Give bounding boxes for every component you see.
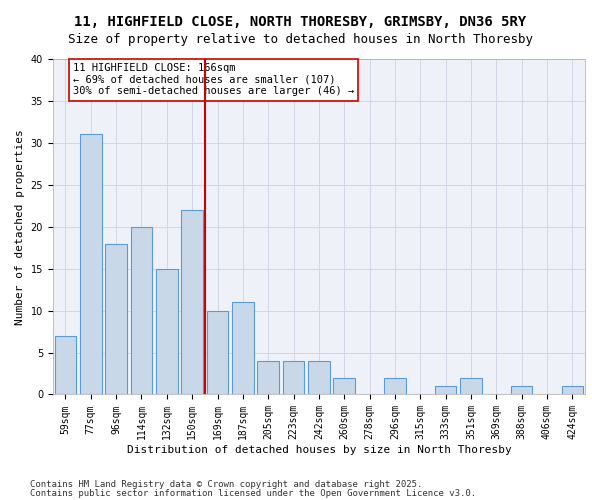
Bar bbox=[106, 244, 127, 394]
Text: Size of property relative to detached houses in North Thoresby: Size of property relative to detached ho… bbox=[67, 32, 533, 46]
X-axis label: Distribution of detached houses by size in North Thoresby: Distribution of detached houses by size … bbox=[127, 445, 511, 455]
Bar bbox=[511, 386, 532, 394]
Bar bbox=[181, 210, 203, 394]
Bar bbox=[435, 386, 457, 394]
Bar bbox=[308, 361, 329, 394]
Bar bbox=[257, 361, 279, 394]
Y-axis label: Number of detached properties: Number of detached properties bbox=[15, 129, 25, 324]
Text: Contains HM Land Registry data © Crown copyright and database right 2025.: Contains HM Land Registry data © Crown c… bbox=[30, 480, 422, 489]
Bar bbox=[283, 361, 304, 394]
Bar bbox=[384, 378, 406, 394]
Bar bbox=[131, 226, 152, 394]
Text: 11, HIGHFIELD CLOSE, NORTH THORESBY, GRIMSBY, DN36 5RY: 11, HIGHFIELD CLOSE, NORTH THORESBY, GRI… bbox=[74, 15, 526, 29]
Bar bbox=[55, 336, 76, 394]
Bar bbox=[80, 134, 101, 394]
Text: 11 HIGHFIELD CLOSE: 166sqm
← 69% of detached houses are smaller (107)
30% of sem: 11 HIGHFIELD CLOSE: 166sqm ← 69% of deta… bbox=[73, 63, 355, 96]
Bar bbox=[207, 310, 228, 394]
Bar bbox=[460, 378, 482, 394]
Bar bbox=[232, 302, 254, 394]
Bar bbox=[156, 268, 178, 394]
Bar bbox=[562, 386, 583, 394]
Bar bbox=[334, 378, 355, 394]
Text: Contains public sector information licensed under the Open Government Licence v3: Contains public sector information licen… bbox=[30, 489, 476, 498]
